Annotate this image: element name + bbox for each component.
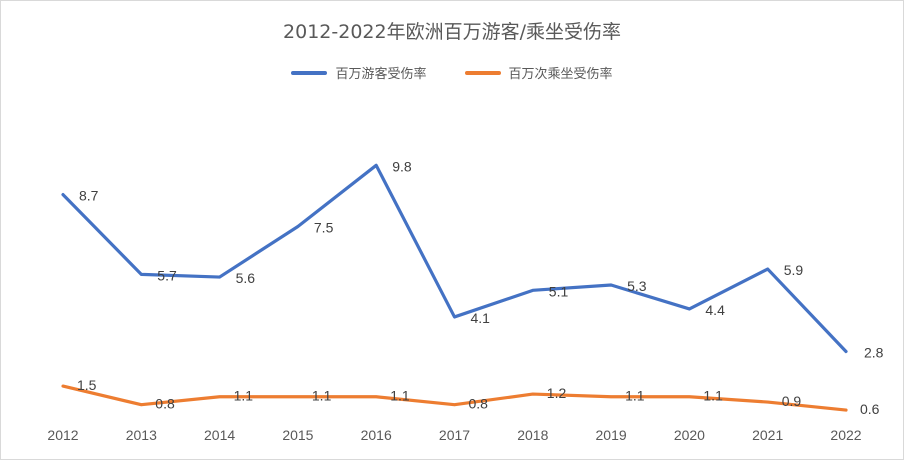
- data-label-s0-4: 9.8: [392, 158, 412, 174]
- legend: 百万游客受伤率 百万次乘坐受伤率: [1, 63, 903, 82]
- data-label-s0-1: 5.7: [157, 267, 177, 283]
- x-tick-label-8: 2020: [674, 427, 705, 443]
- x-tick-label-3: 2015: [282, 427, 313, 443]
- data-label-s1-8: 1.1: [703, 388, 723, 404]
- data-label-s0-8: 4.4: [705, 302, 725, 318]
- x-tick-label-0: 2012: [47, 427, 78, 443]
- data-label-s0-9: 5.9: [784, 262, 804, 278]
- x-tick-label-1: 2013: [126, 427, 157, 443]
- data-label-s0-0: 8.7: [79, 188, 99, 204]
- data-label-s0-5: 4.1: [471, 310, 491, 326]
- data-label-s1-10: 0.6: [860, 401, 880, 417]
- data-label-s1-4: 1.1: [390, 388, 410, 404]
- data-label-s1-0: 1.5: [77, 377, 97, 393]
- legend-label-rides: 百万次乘坐受伤率: [508, 67, 613, 82]
- x-tick-label-6: 2018: [517, 427, 548, 443]
- x-tick-label-9: 2021: [752, 427, 783, 443]
- x-tick-label-7: 2019: [596, 427, 627, 443]
- x-tick-label-5: 2017: [439, 427, 470, 443]
- chart-title: 2012-2022年欧洲百万游客/乘坐受伤率: [283, 21, 621, 43]
- series-line-0: [61, 163, 848, 354]
- data-label-s1-1: 0.8: [155, 396, 175, 412]
- data-label-s0-2: 5.6: [236, 270, 256, 286]
- legend-entry-rides: 百万次乘坐受伤率: [464, 63, 613, 82]
- data-label-s1-2: 1.1: [234, 388, 254, 404]
- x-tick-label-10: 2022: [830, 427, 861, 443]
- data-label-s0-7: 5.3: [627, 278, 647, 294]
- x-tick-label-2: 2014: [204, 427, 235, 443]
- series-line-1: [61, 384, 848, 412]
- legend-label-tourists: 百万游客受伤率: [335, 67, 427, 82]
- x-tick-label-4: 2016: [361, 427, 392, 443]
- data-label-s0-3: 7.5: [314, 220, 334, 236]
- data-label-s0-6: 5.1: [549, 283, 569, 299]
- data-label-s1-7: 1.1: [625, 388, 645, 404]
- legend-swatch-tourists: [291, 70, 328, 75]
- data-label-s0-10: 2.8: [864, 345, 884, 361]
- data-label-s1-6: 1.2: [547, 385, 567, 401]
- data-label-s1-5: 0.8: [469, 396, 489, 412]
- data-label-s1-9: 0.9: [782, 393, 802, 409]
- data-label-s1-3: 1.1: [312, 388, 332, 404]
- legend-entry-tourists: 百万游客受伤率: [291, 63, 427, 82]
- legend-swatch-rides: [464, 70, 501, 75]
